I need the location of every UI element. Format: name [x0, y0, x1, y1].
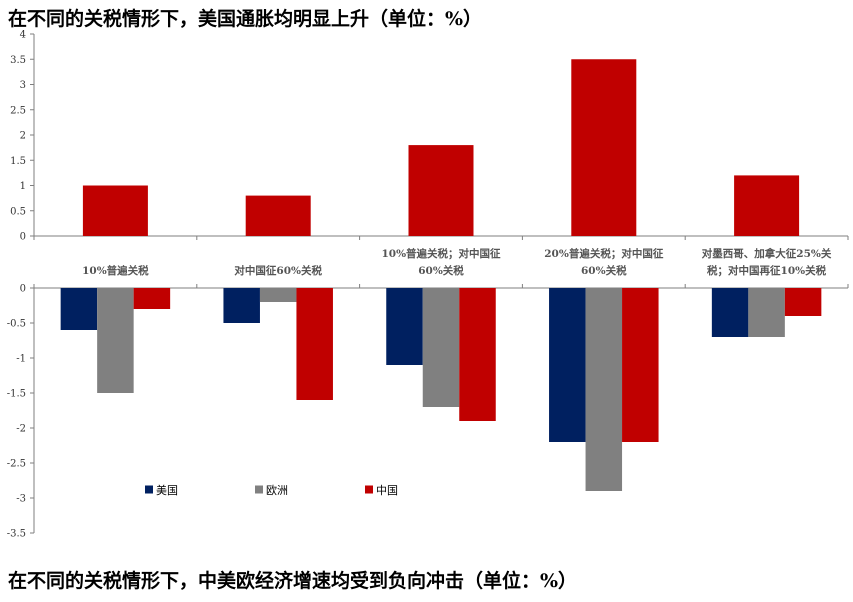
top-y-tick-label: 0 [20, 232, 26, 243]
top-y-tick-label: 1.5 [10, 156, 26, 167]
top-y-tick-label: 0.5 [10, 206, 26, 217]
growth-bar-us [386, 288, 423, 365]
legend-label: 中国 [376, 484, 398, 497]
inflation-bar [245, 195, 311, 236]
growth-bar-cn [784, 288, 822, 316]
growth-bar-cn [296, 288, 333, 400]
bottom-y-tick-label: 0 [20, 284, 26, 295]
bottom-y-tick-label: -1.5 [7, 389, 26, 400]
top-y-tick-label: 1 [20, 181, 26, 192]
top-y-tick-label: 3 [20, 80, 26, 91]
bottom-y-tick-label: -1 [16, 354, 26, 365]
inflation-chart: 4 3.5 3 2.5 2 1.5 1 0.5 0 [10, 30, 849, 243]
legend-swatch [365, 485, 373, 494]
growth-bar-eu [97, 288, 134, 393]
growth-bar-cn [622, 288, 659, 442]
bottom-y-tick-label: -2.5 [7, 459, 26, 470]
top-y-tick-label: 4 [20, 30, 26, 41]
inflation-bar [408, 145, 474, 236]
top-y-tick-label: 3.5 [10, 55, 26, 66]
inflation-bar [571, 59, 637, 236]
inflation-bar [734, 175, 800, 236]
legend-label: 欧洲 [266, 484, 288, 497]
category-label: 对中国征60%关税 [234, 264, 322, 277]
growth-bar-cn [133, 288, 171, 309]
category-label: 60%关税 [418, 264, 464, 277]
legend: 美国 欧洲 中国 [145, 484, 398, 497]
category-label: 对墨西哥、加拿大征25%关 [702, 247, 832, 260]
bottom-y-tick-label: -0.5 [7, 319, 26, 330]
growth-bar-us [60, 288, 98, 330]
growth-bar-us [223, 288, 260, 323]
category-label: 20%普遍关税；对中国征 [544, 247, 664, 260]
legend-label: 美国 [156, 484, 178, 497]
top-y-tick-label: 2 [20, 131, 26, 142]
growth-bar-eu [422, 288, 460, 407]
bottom-y-tick-label: -3 [16, 494, 26, 505]
category-label: 10%普遍关税；对中国征 [381, 247, 501, 260]
growth-bar-cn [459, 288, 496, 421]
growth-chart: 0 -0.5 -1 -1.5 -2 -2.5 -3 -3.5 [7, 284, 849, 540]
bottom-y-tick-label: -3.5 [7, 529, 26, 540]
legend-swatch [255, 485, 263, 494]
growth-bar-us [711, 288, 749, 337]
growth-bar-us [549, 288, 586, 442]
top-chart-title: 在不同的关税情形下，美国通胀均明显上升（单位：%） [8, 8, 483, 30]
bottom-chart-title: 在不同的关税情形下，中美欧经济增速均受到负向冲击（单位：%） [8, 570, 578, 592]
category-labels: 10%普遍关税 对中国征60%关税 10%普遍关税；对中国征 60%关税 20%普遍关税… [82, 247, 832, 277]
inflation-bar [82, 185, 148, 236]
growth-bar-eu [585, 288, 623, 491]
category-label: 60%关税 [581, 264, 627, 277]
bottom-y-tick-label: -2 [16, 424, 26, 435]
legend-swatch [145, 485, 153, 494]
growth-bar-eu [259, 288, 297, 302]
category-label: 10%普遍关税 [82, 264, 149, 277]
category-label: 税；对中国再征10%关税 [707, 264, 827, 277]
top-y-tick-label: 2.5 [10, 105, 26, 116]
growth-bar-eu [748, 288, 785, 337]
